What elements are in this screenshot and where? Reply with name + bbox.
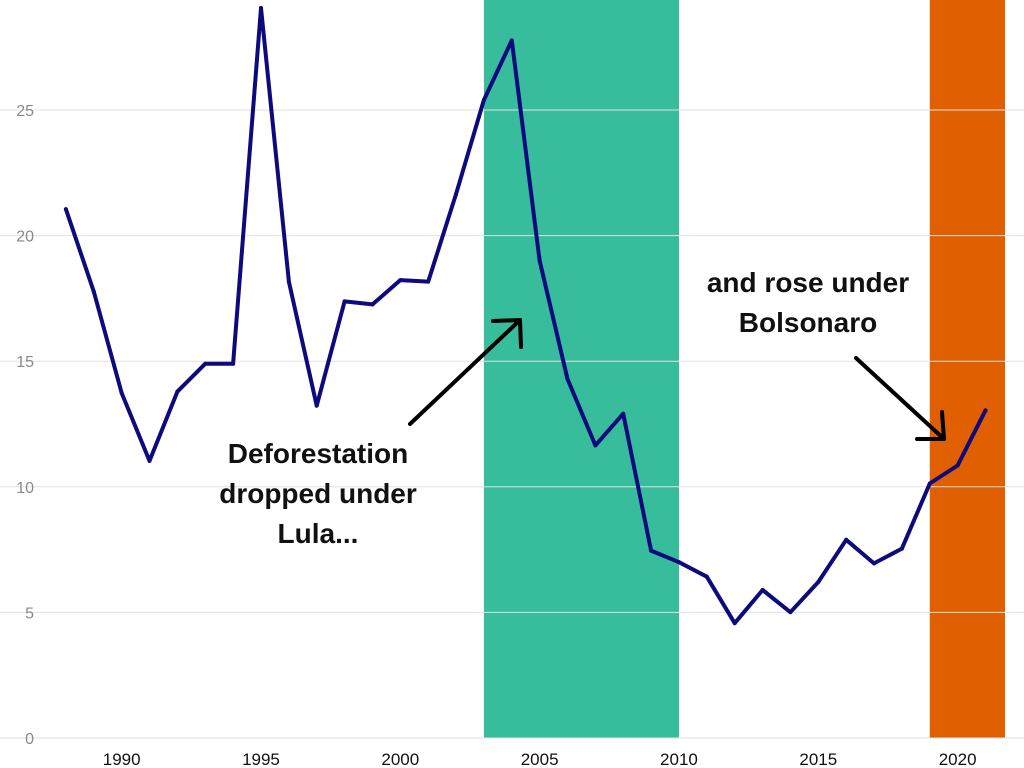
annotation-bolsonaro: and rose under Bolsonaro [707,267,946,441]
data-point-2001 [426,279,431,284]
data-point-2008 [621,411,626,416]
data-point-2004 [509,38,514,43]
y-tick-10: 10 [16,480,34,497]
data-point-2018 [899,546,904,551]
data-point-2020 [955,463,960,468]
x-tick-2010: 2010 [660,750,698,768]
series-line-0 [63,6,988,626]
annotation-lula: Deforestation dropped under Lula... [219,318,523,549]
data-point-2019 [927,481,932,486]
y-tick-25: 25 [16,103,34,120]
data-point-1993 [203,361,208,366]
x-axis-ticks: 1990 1995 2000 2005 2010 2015 2020 [103,750,977,768]
x-tick-2020: 2020 [939,750,977,768]
x-tick-2005: 2005 [521,750,559,768]
annotation-bolsonaro-line-2: Bolsonaro [739,307,877,338]
arrow-icon [854,356,946,441]
period-bands [483,0,1005,738]
annotation-lula-line-3: Lula... [278,518,359,549]
data-point-2006 [565,377,570,382]
annotation-lula-line-1: Deforestation [228,438,408,469]
data-point-2003 [481,97,486,102]
data-point-1991 [147,458,152,463]
data-point-2017 [872,561,877,566]
data-point-1997 [314,403,319,408]
period-band-1 [929,0,1005,738]
period-band-0 [483,0,679,738]
data-point-2016 [844,537,849,542]
data-point-1999 [370,302,375,307]
data-point-2002 [454,192,459,197]
data-point-2010 [676,560,681,565]
x-tick-1990: 1990 [103,750,141,768]
data-point-1996 [286,279,291,284]
data-point-2013 [760,588,765,593]
data-point-2012 [732,621,737,626]
data-point-1998 [342,299,347,304]
y-tick-20: 20 [16,229,34,246]
data-point-2014 [788,610,793,615]
annotation-bolsonaro-line-1: and rose under [707,267,909,298]
data-point-2009 [649,548,654,553]
x-tick-2015: 2015 [799,750,837,768]
y-tick-0: 0 [25,731,34,748]
y-tick-5: 5 [25,605,34,622]
x-tick-2000: 2000 [381,750,419,768]
data-point-1988 [63,207,68,212]
annotation-lula-line-2: dropped under [219,478,417,509]
data-point-2015 [816,580,821,585]
y-tick-15: 15 [16,354,34,371]
gridlines [0,109,1024,739]
data-point-1992 [175,389,180,394]
data-point-2011 [704,574,709,579]
data-point-1995 [258,6,263,11]
data-point-1994 [231,361,236,366]
data-point-2007 [593,443,598,448]
series-lines [63,6,988,626]
data-point-1990 [119,391,124,396]
data-point-2021 [983,408,988,413]
data-point-2000 [398,278,403,283]
data-point-2005 [537,258,542,263]
data-point-1989 [91,289,96,294]
arrow-icon [408,318,523,426]
y-axis-ticks: 0 5 10 15 20 25 [16,103,34,748]
x-tick-1995: 1995 [242,750,280,768]
